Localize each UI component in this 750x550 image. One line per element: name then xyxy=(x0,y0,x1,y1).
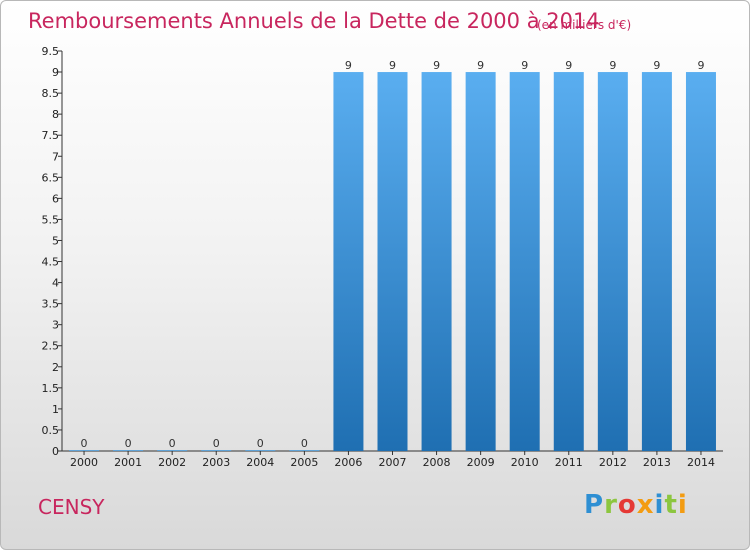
bar-2001 xyxy=(113,450,144,451)
y-tick-label: 1 xyxy=(52,403,59,416)
y-tick-label: 7 xyxy=(52,150,59,163)
y-tick-label: 1.5 xyxy=(42,382,60,395)
bar-value-label: 0 xyxy=(169,437,176,450)
y-tick-label: 4.5 xyxy=(42,256,60,269)
bar-2006 xyxy=(333,72,364,451)
bar-value-label: 9 xyxy=(609,59,616,72)
bar-2004 xyxy=(245,450,276,451)
y-tick-label: 8 xyxy=(52,108,59,121)
bar-2008 xyxy=(421,72,452,451)
y-tick-label: 9 xyxy=(52,66,59,79)
bar-value-label: 9 xyxy=(345,59,352,72)
x-tick-label: 2011 xyxy=(555,456,583,469)
y-tick-label: 3 xyxy=(52,319,59,332)
bar-2013 xyxy=(641,72,672,451)
bar-2003 xyxy=(201,450,232,451)
y-tick-label: 9.5 xyxy=(42,45,60,58)
y-tick-label: 0.5 xyxy=(42,424,60,437)
x-tick-label: 2005 xyxy=(290,456,318,469)
bar-value-label: 0 xyxy=(125,437,132,450)
x-tick-label: 2014 xyxy=(687,456,715,469)
y-tick-label: 2 xyxy=(52,361,59,374)
chart-title: Remboursements Annuels de la Dette de 20… xyxy=(28,9,600,33)
y-tick-label: 8.5 xyxy=(42,87,60,100)
bar-value-label: 9 xyxy=(477,59,484,72)
x-tick-label: 2009 xyxy=(467,456,495,469)
bar-value-label: 9 xyxy=(389,59,396,72)
x-tick-label: 2010 xyxy=(511,456,539,469)
bar-value-label: 9 xyxy=(521,59,528,72)
bar-2005 xyxy=(289,450,320,451)
x-tick-label: 2012 xyxy=(599,456,627,469)
bar-2007 xyxy=(377,72,408,451)
bar-2000 xyxy=(69,450,100,451)
y-tick-label: 0 xyxy=(52,445,59,458)
y-tick-label: 6 xyxy=(52,192,59,205)
bar-value-label: 0 xyxy=(257,437,264,450)
y-tick-label: 2.5 xyxy=(42,340,60,353)
x-tick-label: 2000 xyxy=(70,456,98,469)
bar-value-label: 0 xyxy=(81,437,88,450)
bar-2010 xyxy=(509,72,540,451)
x-tick-label: 2004 xyxy=(246,456,274,469)
bar-2011 xyxy=(553,72,584,451)
x-tick-label: 2013 xyxy=(643,456,671,469)
bar-2009 xyxy=(465,72,496,451)
bar-2014 xyxy=(685,72,716,451)
x-tick-label: 2001 xyxy=(114,456,142,469)
bar-2012 xyxy=(597,72,628,451)
x-tick-label: 2003 xyxy=(202,456,230,469)
chart-subtitle: (en milliers d'€) xyxy=(537,18,632,32)
bar-value-label: 9 xyxy=(653,59,660,72)
bar-value-label: 9 xyxy=(565,59,572,72)
proxiti-logo: Proxiti xyxy=(584,490,688,520)
bar-value-label: 9 xyxy=(697,59,704,72)
bar-value-label: 0 xyxy=(301,437,308,450)
bar-2002 xyxy=(157,450,188,451)
y-tick-label: 3.5 xyxy=(42,298,60,311)
y-tick-label: 5.5 xyxy=(42,213,60,226)
x-tick-label: 2002 xyxy=(158,456,186,469)
commune-name: CENSY xyxy=(38,495,105,519)
y-tick-label: 5 xyxy=(52,234,59,247)
x-tick-label: 2007 xyxy=(379,456,407,469)
bar-value-label: 0 xyxy=(213,437,220,450)
bar-value-label: 9 xyxy=(433,59,440,72)
y-tick-label: 7.5 xyxy=(42,129,60,142)
y-tick-label: 6.5 xyxy=(42,171,60,184)
x-tick-label: 2006 xyxy=(334,456,362,469)
x-tick-label: 2008 xyxy=(423,456,451,469)
y-tick-label: 4 xyxy=(52,277,59,290)
